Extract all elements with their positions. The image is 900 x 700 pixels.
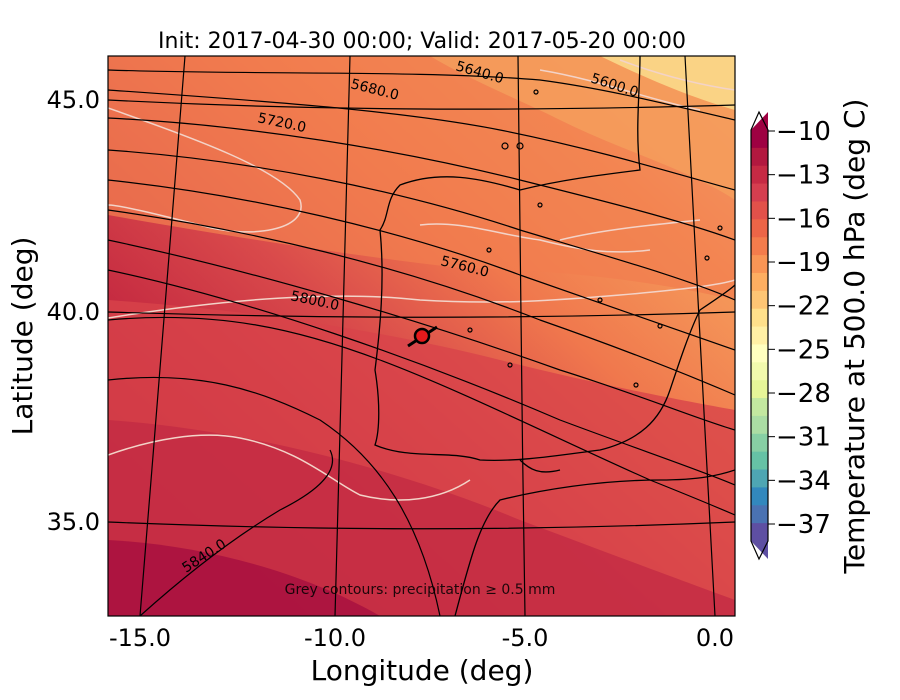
colorbar-step — [751, 290, 768, 310]
x-tick-label: 0.0 — [696, 624, 734, 652]
y-tick-label: 35.0 — [47, 508, 100, 536]
colorbar-tick-label: −13 — [776, 161, 831, 191]
y-tick-label: 40.0 — [47, 298, 100, 326]
colorbar-step — [751, 380, 768, 399]
colorbar-tick-label: −16 — [776, 204, 831, 234]
colorbar-step — [751, 219, 768, 238]
colorbar-step — [751, 326, 768, 345]
location-marker — [407, 325, 438, 348]
coastline — [374, 56, 735, 616]
colorbar-step — [751, 433, 768, 453]
colorbar-step — [751, 344, 768, 363]
x-tick-label: -5.0 — [502, 624, 549, 652]
map-frame — [107, 55, 736, 617]
colorbar-step — [751, 272, 768, 292]
x-tick-label: -15.0 — [109, 624, 171, 652]
height-contours — [108, 69, 735, 616]
colorbar-step — [751, 147, 768, 167]
colorbar-step — [751, 487, 768, 506]
map-title: Init: 2017-04-30 00:00; Valid: 2017-05-2… — [158, 29, 686, 54]
map-panel: 5600.0 5640.0 5680.0 5720.0 5760.0 5800.… — [108, 56, 735, 616]
x-tick-label: -10.0 — [304, 624, 366, 652]
y-axis: 45.0 40.0 35.0 Latitude (deg) — [6, 86, 100, 536]
colorbar-step — [751, 165, 768, 185]
colorbar-step — [751, 255, 768, 274]
colorbar-step — [751, 469, 768, 488]
colorbar-tick-label: −31 — [776, 423, 831, 453]
colorbar-ticks: −10 −13 −16 −19 −22 −25 −28 −31 −34 −37 — [768, 117, 831, 540]
colorbar-tick-label: −25 — [776, 335, 831, 365]
y-tick-label: 45.0 — [47, 86, 100, 114]
colorbar-step — [751, 398, 768, 417]
precipitation-footnote: Grey contours: precipitation ≥ 0.5 mm — [285, 582, 556, 598]
colorbar-step — [751, 201, 768, 220]
colorbar-outline — [750, 110, 769, 561]
colorbar-extend-top — [751, 112, 768, 130]
colorbar-step — [751, 505, 768, 524]
x-axis: -15.0 -10.0 -5.0 0.0 Longitude (deg) — [109, 624, 734, 687]
colorbar-step — [751, 523, 768, 542]
colorbar-tick-label: −10 — [776, 117, 831, 147]
graticule — [108, 56, 735, 616]
x-axis-label: Longitude (deg) — [311, 654, 534, 687]
colorbar-step — [751, 237, 768, 256]
colorbar-tick-label: −28 — [776, 379, 831, 409]
colorbar-extend-bottom — [751, 541, 768, 559]
colorbar-step — [751, 415, 768, 435]
colorbar-tick-label: −22 — [776, 292, 831, 322]
temperature-band-southwest — [108, 540, 380, 616]
colorbar-step — [751, 362, 768, 381]
colorbar-steps — [751, 130, 768, 542]
colorbar-step — [751, 183, 768, 202]
colorbar-step — [751, 308, 768, 328]
colorbar-tick-label: −34 — [776, 466, 831, 496]
y-axis-label: Latitude (deg) — [6, 237, 39, 436]
colorbar-tick-label: −19 — [776, 248, 831, 278]
temperature-band-south — [108, 420, 735, 616]
temperature-contours — [108, 59, 735, 501]
colorbar-step — [751, 130, 768, 149]
colorbar-step — [751, 451, 768, 471]
colorbar: −10 −13 −16 −19 −22 −25 −28 −31 −34 −37 Temperatu… — [750, 99, 871, 575]
colorbar-label: Temperature at 500.0 hPa (deg C) — [838, 99, 871, 575]
coast-details — [467, 89, 723, 388]
temperature-band-northeast — [430, 56, 735, 200]
temperature-band-warmest — [600, 56, 735, 110]
colorbar-tick-label: −37 — [776, 510, 831, 540]
